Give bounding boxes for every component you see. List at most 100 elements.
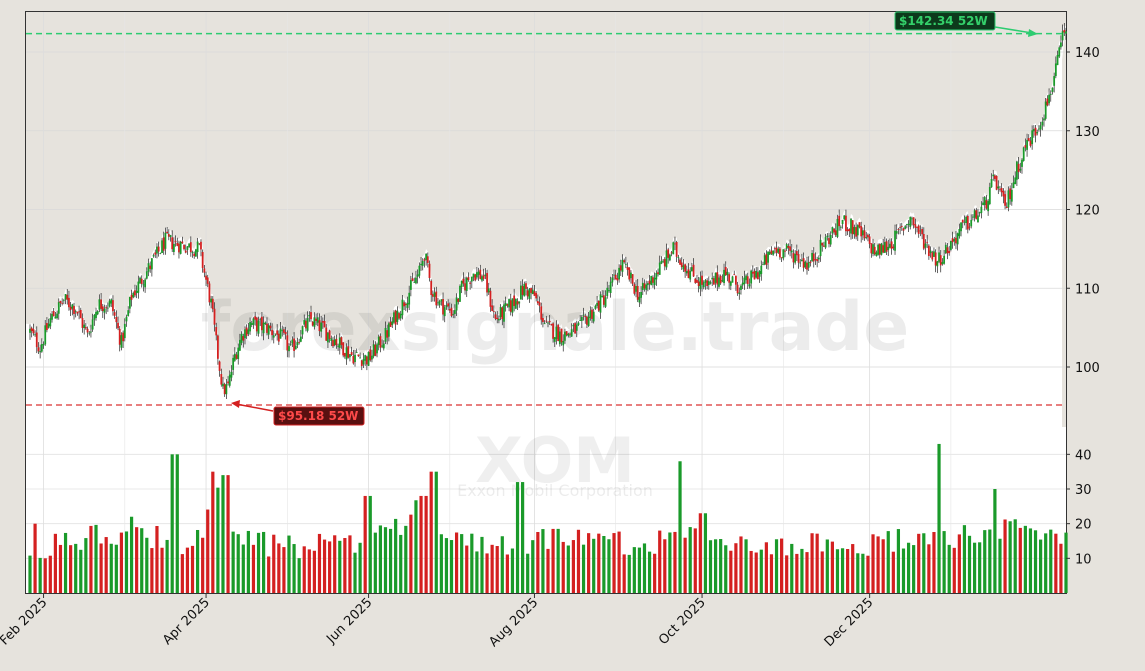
candle xyxy=(269,322,272,332)
volume-bar xyxy=(551,528,555,593)
candle xyxy=(364,354,367,366)
candle xyxy=(819,234,822,262)
candle xyxy=(802,252,805,272)
candle xyxy=(472,273,475,282)
candle xyxy=(247,322,250,337)
candle xyxy=(487,282,490,295)
candle xyxy=(697,276,700,293)
candle xyxy=(900,222,903,231)
candle xyxy=(851,220,854,239)
candle xyxy=(733,270,736,276)
candle xyxy=(266,317,268,336)
candle xyxy=(181,236,184,244)
candle xyxy=(106,302,109,312)
candle xyxy=(301,325,304,339)
candle xyxy=(291,336,294,347)
candle xyxy=(156,243,158,259)
volume-bar xyxy=(724,545,728,593)
candle xyxy=(601,290,604,298)
candle xyxy=(64,294,67,305)
price-tick-label: 120 xyxy=(1075,204,1100,219)
candle xyxy=(396,306,399,325)
candle xyxy=(137,275,140,299)
volume-bar xyxy=(820,551,824,593)
candle xyxy=(426,252,429,268)
candle xyxy=(867,233,869,242)
price-tick-label: 140 xyxy=(1075,46,1100,61)
volume-bar xyxy=(383,527,388,593)
date-tick-label: Apr 2025 xyxy=(160,595,213,648)
candle xyxy=(602,290,605,308)
volume-bar xyxy=(972,542,977,593)
candle xyxy=(684,263,687,278)
candle xyxy=(988,182,991,206)
candle xyxy=(453,304,456,319)
volume-bar xyxy=(937,443,941,593)
volume-bar xyxy=(856,553,860,593)
candle xyxy=(856,224,859,241)
candle xyxy=(740,284,742,295)
candle xyxy=(767,251,769,270)
candle xyxy=(694,277,697,284)
candle xyxy=(362,353,365,369)
candle xyxy=(831,226,834,238)
volume-bar xyxy=(272,534,276,593)
candle xyxy=(189,236,192,257)
candle xyxy=(699,271,702,297)
candle xyxy=(46,317,48,333)
candle xyxy=(457,297,460,305)
volume-bar xyxy=(211,471,215,593)
candle xyxy=(902,227,905,236)
candle xyxy=(118,326,121,352)
candle xyxy=(477,267,480,281)
volume-bar xyxy=(536,532,540,593)
candle xyxy=(609,276,612,298)
candle xyxy=(587,311,590,327)
candle xyxy=(206,274,209,288)
volume-bar xyxy=(129,516,134,593)
grid-lines xyxy=(26,12,1066,593)
candle xyxy=(933,247,935,257)
candle xyxy=(233,347,236,362)
price-axis: 100 110 120 130 140 xyxy=(1066,46,1100,376)
volume-bar xyxy=(1033,530,1038,593)
candle xyxy=(479,264,482,280)
low-52w-arrowhead xyxy=(231,400,240,408)
candle xyxy=(779,247,781,260)
candle xyxy=(657,268,659,277)
candle xyxy=(1036,129,1039,136)
candle xyxy=(790,244,793,259)
candle xyxy=(261,312,263,337)
candle xyxy=(858,222,861,229)
volume-bar xyxy=(480,536,484,593)
candle xyxy=(816,256,819,268)
candle xyxy=(520,281,522,300)
volume-bar xyxy=(429,471,433,593)
candle xyxy=(658,255,661,275)
candle xyxy=(711,272,714,287)
candle xyxy=(706,278,709,290)
candle xyxy=(1049,90,1052,102)
volume-bar xyxy=(927,544,931,593)
candle xyxy=(513,288,516,312)
candle xyxy=(943,249,946,265)
candle xyxy=(672,241,675,255)
candle xyxy=(971,214,974,221)
candle xyxy=(499,304,502,321)
candle xyxy=(1034,125,1037,143)
volume-bar xyxy=(703,513,708,593)
candle xyxy=(853,224,856,239)
date-tick-label: Aug 2025 xyxy=(486,595,541,650)
volume-bar xyxy=(526,553,530,593)
candle xyxy=(531,285,534,295)
candle xyxy=(328,329,331,343)
candle xyxy=(30,326,33,338)
volume-bar xyxy=(587,533,591,593)
volume-bar xyxy=(978,542,982,593)
high-52w-tag: $142.34 52W xyxy=(894,11,996,31)
volume-bar xyxy=(449,540,454,593)
candle xyxy=(860,221,863,243)
candle xyxy=(338,333,341,355)
candle xyxy=(469,280,472,290)
candle xyxy=(834,223,837,238)
